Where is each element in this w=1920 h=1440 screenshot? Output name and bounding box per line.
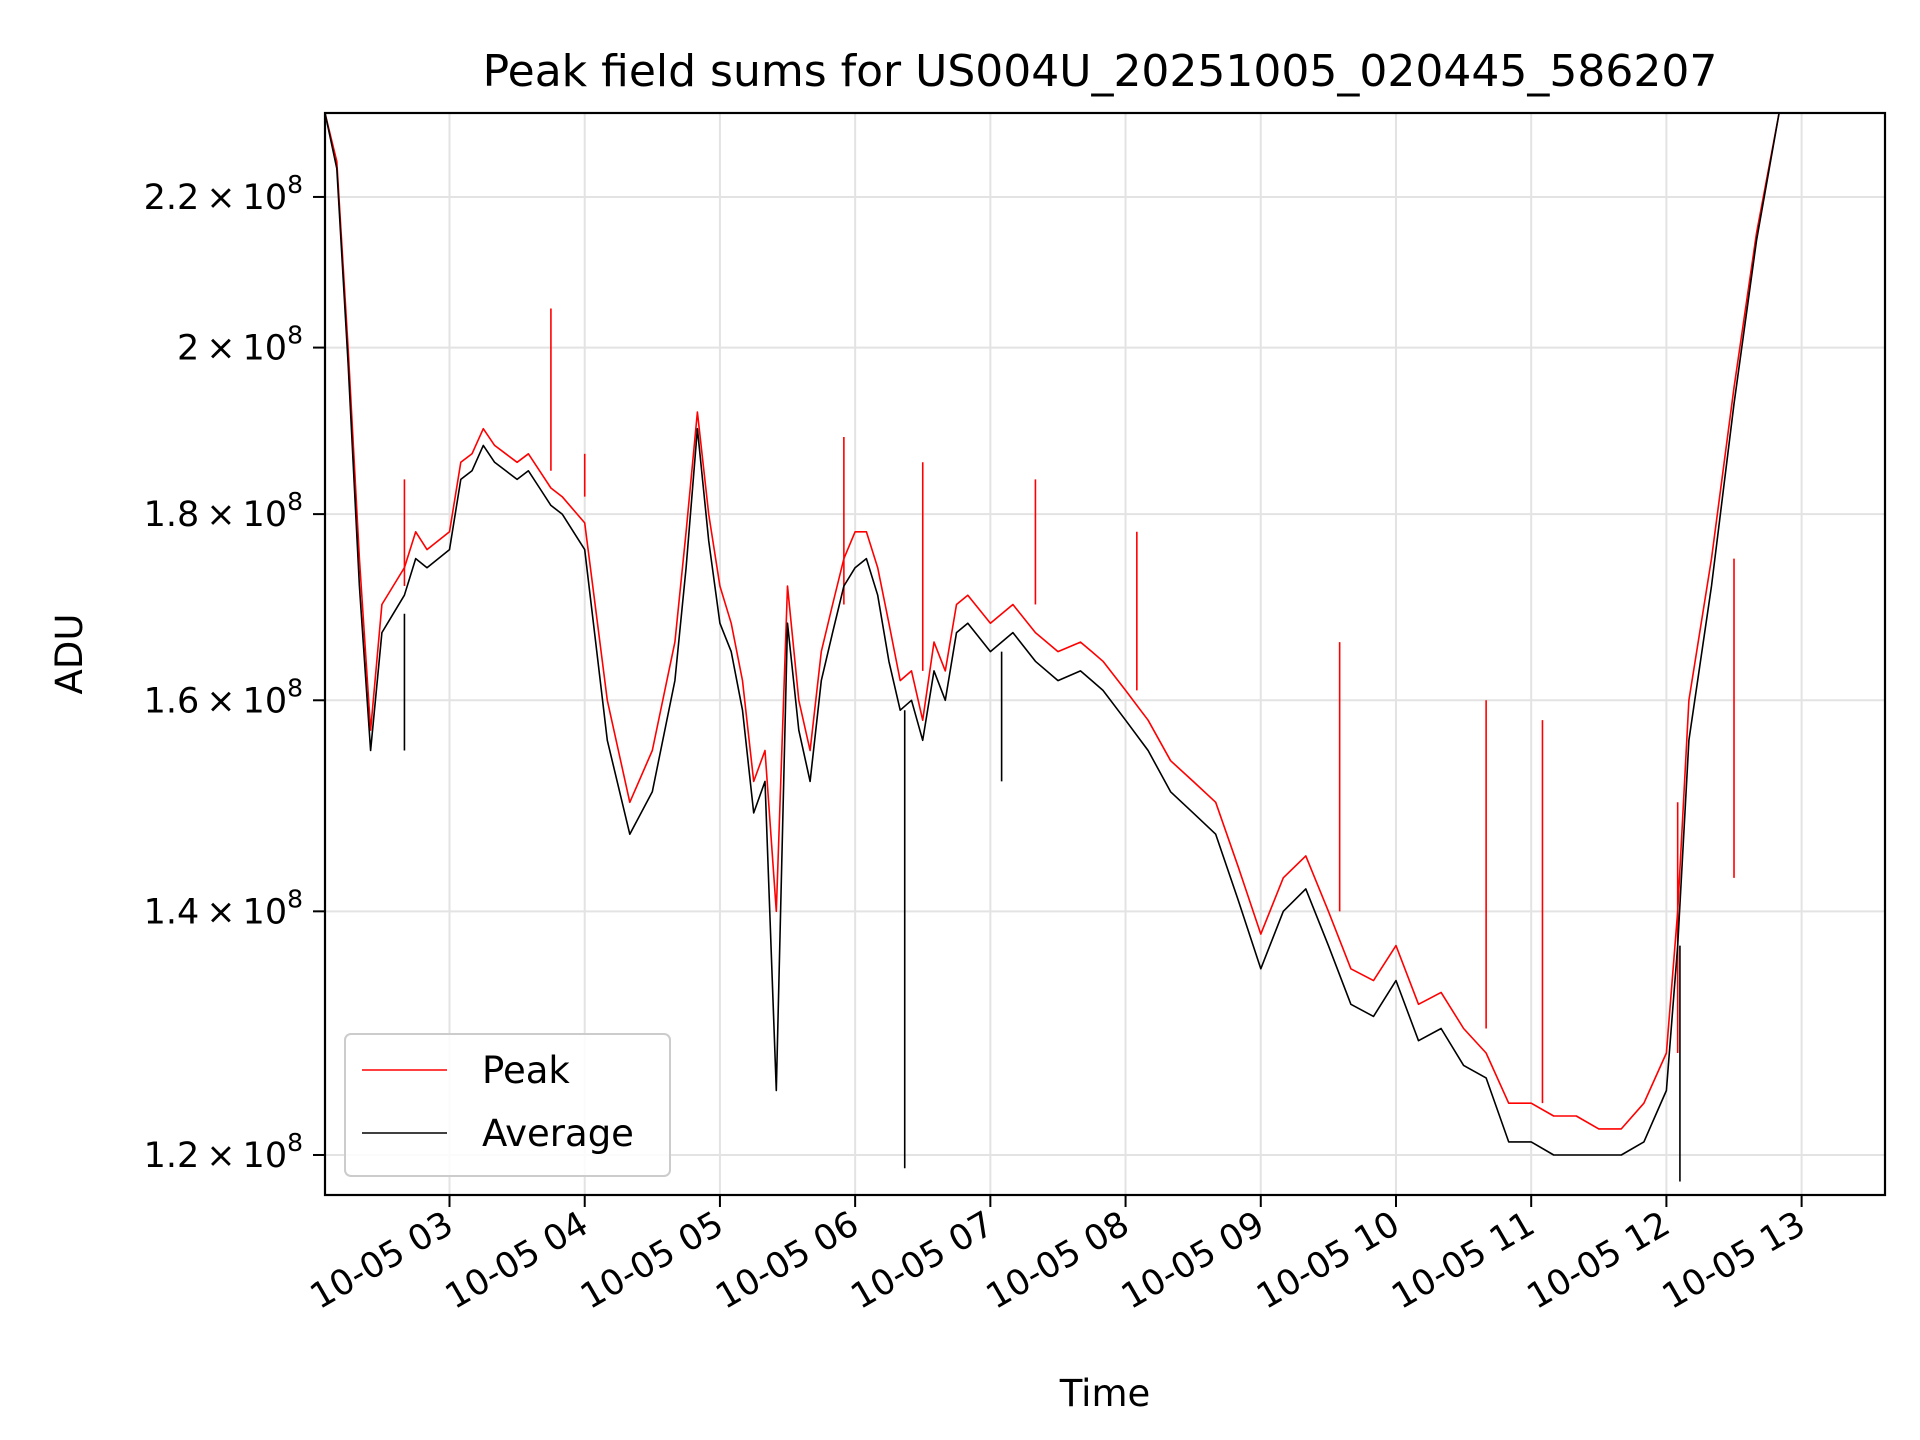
y-tick-label: 2.2 × 108 (144, 170, 303, 218)
series-line-peak (325, 113, 1881, 1130)
y-tick-label: 1.6 × 108 (144, 673, 303, 721)
y-axis: 1.2 × 108 1.4 × 108 1.6 × 108 1.8 × 108 2 × … (144, 170, 325, 1176)
legend: Peak Average (344, 1033, 671, 1177)
y-axis-label: ADU (48, 614, 91, 695)
y-tick-label: 1.4 × 108 (144, 884, 303, 932)
plot-frame (323, 111, 1887, 1197)
legend-label-peak: Peak (482, 1049, 570, 1092)
x-axis-label: Time (1059, 1372, 1151, 1415)
y-tick-label: 1.8 × 108 (144, 487, 303, 535)
series-line-average (325, 113, 1881, 1156)
grid (325, 113, 1885, 1195)
y-tick-label: 1.2 × 108 (144, 1128, 303, 1176)
chart-title: Peak field sums for US004U_20251005_0204… (483, 46, 1718, 97)
legend-label-average: Average (482, 1112, 634, 1155)
y-tick-label: 2 × 108 (177, 321, 303, 369)
series-layer (325, 113, 1881, 1182)
